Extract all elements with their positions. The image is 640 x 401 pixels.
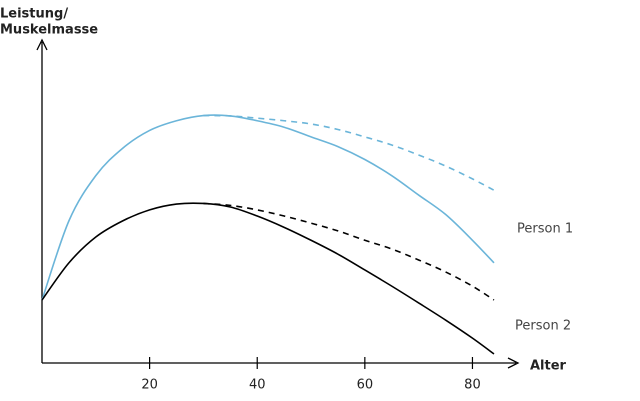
- x-tick-label: 80: [464, 378, 481, 393]
- x-tick-label: 40: [249, 378, 266, 393]
- line-series: [41, 114, 495, 301]
- y-axis-label: Leistung/: [0, 7, 68, 22]
- x-axis-arrow: [507, 357, 520, 369]
- x-tick-label: 20: [141, 378, 158, 393]
- line-series: [41, 202, 495, 355]
- line-series: [203, 114, 495, 191]
- x-axis-label: Alter: [530, 359, 567, 374]
- series-label: Person 2: [515, 319, 571, 334]
- y-axis-label: Muskelmasse: [0, 23, 98, 38]
- series-label: Person 1: [517, 222, 573, 237]
- x-tick-label: 60: [357, 378, 374, 393]
- y-axis-arrow: [36, 38, 48, 51]
- line-series: [203, 202, 495, 301]
